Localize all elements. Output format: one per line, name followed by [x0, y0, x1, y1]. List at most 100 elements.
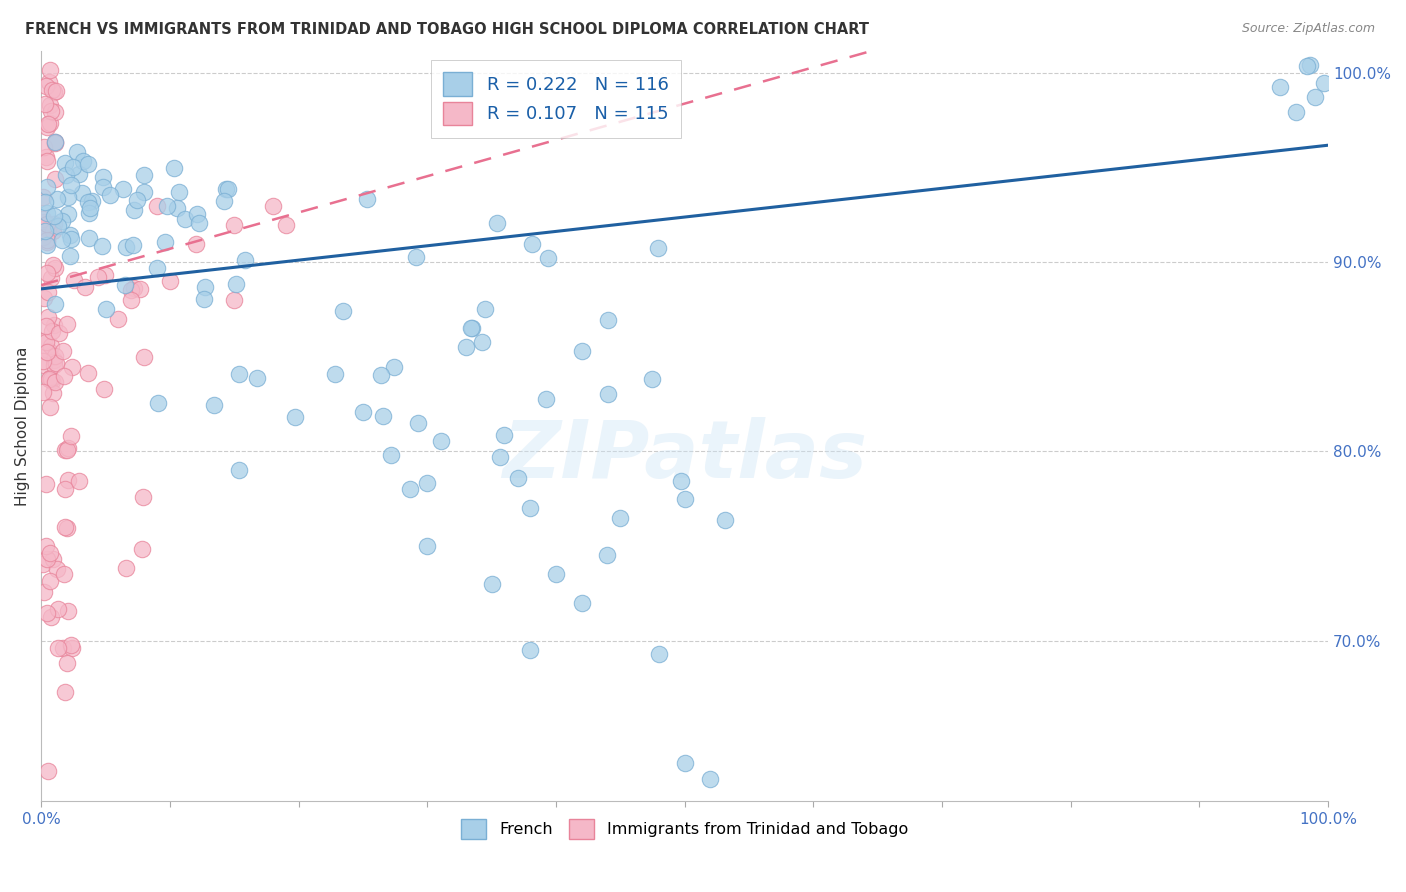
Point: [87, 269, 110, 284]
Point: [93, 382, 115, 396]
Point: [60, 640, 83, 655]
Point: [96, 301, 118, 316]
Point: [406, 416, 429, 430]
Point: [39, 271, 62, 285]
Point: [35, 335, 58, 350]
Point: [537, 252, 560, 266]
Legend: French, Immigrants from Trinidad and Tobago: French, Immigrants from Trinidad and Tob…: [454, 813, 915, 846]
Point: [167, 185, 190, 199]
Point: [132, 350, 155, 364]
Point: [1305, 89, 1327, 103]
Point: [146, 260, 169, 275]
Point: [77, 157, 100, 171]
Point: [132, 490, 155, 504]
Point: [193, 292, 215, 306]
Point: [460, 321, 482, 335]
Point: [571, 596, 593, 610]
Point: [415, 475, 437, 490]
Point: [39, 97, 62, 112]
Point: [56, 521, 79, 535]
Point: [32, 291, 55, 305]
Point: [544, 567, 567, 582]
Point: [474, 302, 496, 317]
Point: [53, 520, 76, 534]
Point: [38, 75, 60, 89]
Point: [471, 335, 494, 350]
Point: [56, 207, 79, 221]
Point: [405, 250, 427, 264]
Point: [34, 224, 56, 238]
Point: [673, 491, 696, 506]
Point: [31, 557, 53, 571]
Point: [228, 463, 250, 477]
Point: [184, 236, 207, 251]
Point: [32, 212, 55, 227]
Point: [461, 321, 484, 335]
Point: [59, 249, 82, 263]
Point: [699, 772, 721, 786]
Point: [115, 561, 138, 575]
Point: [90, 239, 112, 253]
Point: [35, 79, 58, 94]
Point: [51, 233, 73, 247]
Point: [38, 343, 60, 358]
Point: [112, 182, 135, 196]
Point: [56, 604, 79, 618]
Point: [37, 764, 59, 778]
Point: [217, 182, 239, 196]
Point: [571, 344, 593, 359]
Point: [34, 97, 56, 112]
Point: [399, 482, 422, 496]
Point: [519, 501, 541, 516]
Point: [202, 398, 225, 412]
Point: [1268, 79, 1291, 94]
Point: [714, 513, 737, 527]
Point: [63, 273, 86, 287]
Point: [284, 410, 307, 425]
Point: [37, 154, 59, 169]
Point: [114, 240, 136, 254]
Point: [75, 280, 97, 294]
Point: [323, 367, 346, 381]
Point: [44, 105, 66, 120]
Point: [41, 83, 63, 97]
Point: [156, 199, 179, 213]
Point: [35, 539, 58, 553]
Point: [481, 577, 503, 591]
Point: [56, 317, 79, 331]
Point: [42, 353, 65, 368]
Point: [56, 442, 79, 456]
Point: [53, 156, 76, 170]
Point: [72, 153, 94, 168]
Point: [44, 349, 66, 363]
Point: [107, 312, 129, 326]
Point: [32, 334, 55, 348]
Point: [114, 277, 136, 292]
Point: [596, 549, 619, 563]
Point: [32, 139, 55, 153]
Point: [44, 318, 66, 332]
Point: [46, 562, 69, 576]
Point: [39, 372, 62, 386]
Point: [492, 428, 515, 442]
Point: [42, 85, 65, 99]
Point: [44, 375, 66, 389]
Point: [41, 324, 63, 338]
Point: [56, 657, 79, 671]
Point: [163, 161, 186, 175]
Point: [489, 450, 512, 465]
Point: [67, 167, 90, 181]
Point: [80, 194, 103, 208]
Point: [225, 277, 247, 291]
Point: [262, 199, 284, 213]
Point: [128, 282, 150, 296]
Point: [39, 610, 62, 624]
Point: [352, 405, 374, 419]
Point: [48, 326, 70, 340]
Point: [58, 190, 80, 204]
Point: [39, 116, 62, 130]
Point: [384, 359, 406, 374]
Text: ZIPatlas: ZIPatlas: [502, 417, 868, 495]
Point: [224, 218, 246, 232]
Point: [44, 135, 66, 149]
